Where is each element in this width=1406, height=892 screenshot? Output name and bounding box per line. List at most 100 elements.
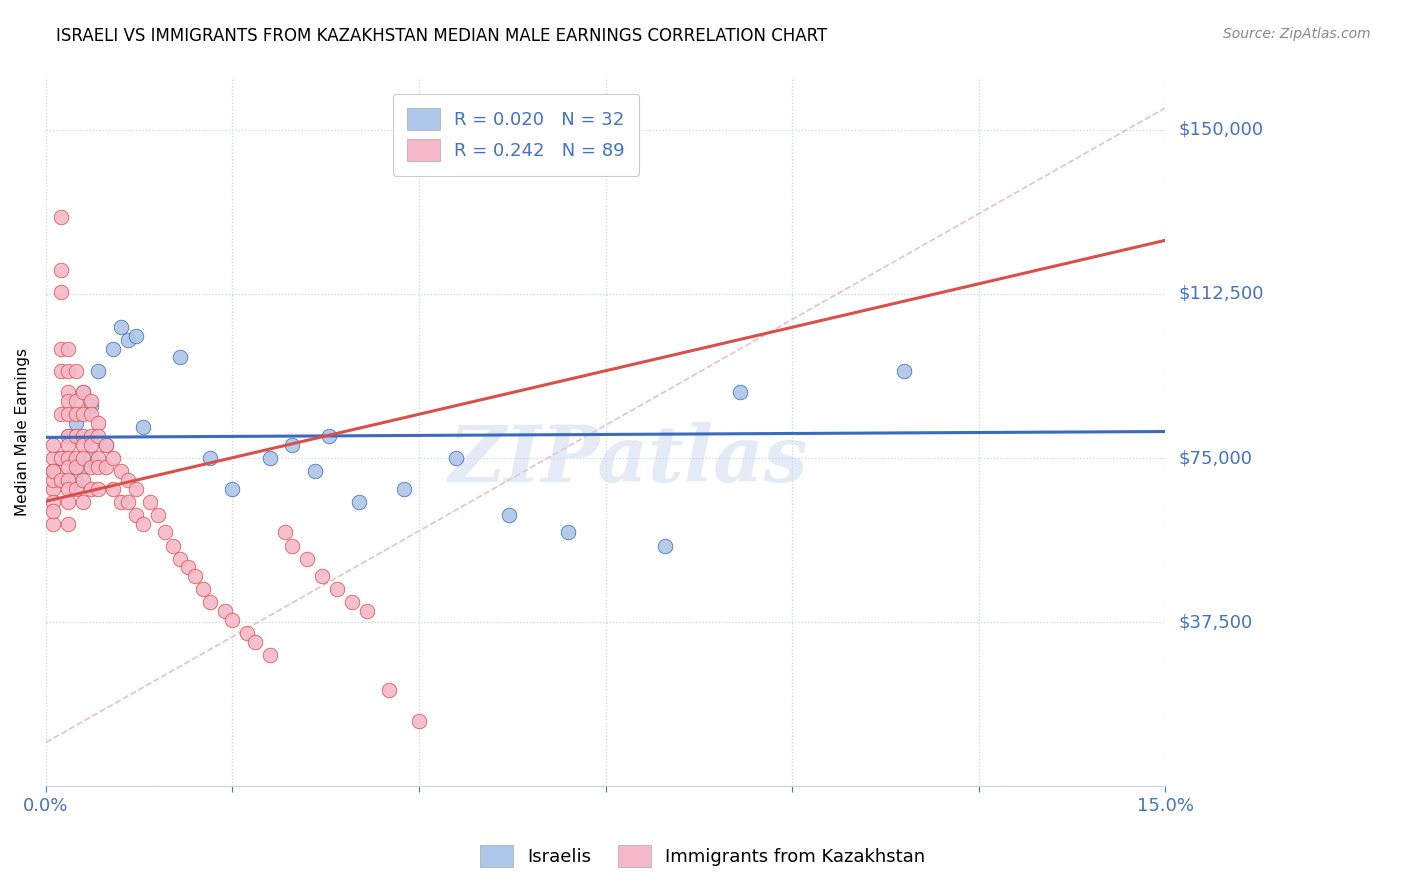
Point [169, 551, 191, 566]
Point [58, 495, 80, 509]
Point [72, 429, 94, 443]
Point [72, 385, 94, 400]
Point [124, 508, 146, 522]
Point [198, 450, 221, 465]
Point [58, 450, 80, 465]
Point [94, 438, 117, 452]
Point [58, 429, 80, 443]
Point [58, 429, 80, 443]
Point [117, 333, 139, 347]
Point [311, 569, 333, 583]
Point [155, 525, 177, 540]
Point [49, 263, 72, 277]
Point [42, 473, 65, 487]
Point [557, 525, 579, 540]
Point [65, 363, 87, 377]
Point [101, 482, 124, 496]
Text: ISRAELI VS IMMIGRANTS FROM KAZAKHSTAN MEDIAN MALE EARNINGS CORRELATION CHART: ISRAELI VS IMMIGRANTS FROM KAZAKHSTAN ME… [56, 27, 828, 45]
Text: $75,000: $75,000 [1180, 449, 1253, 467]
Point [58, 450, 80, 465]
Point [72, 495, 94, 509]
Text: $112,500: $112,500 [1180, 285, 1264, 303]
Point [49, 342, 72, 356]
Point [408, 714, 430, 728]
Point [87, 363, 110, 377]
Point [191, 582, 214, 597]
Point [49, 450, 72, 465]
Point [58, 438, 80, 452]
Point [162, 539, 184, 553]
Point [42, 482, 65, 496]
Point [58, 363, 80, 377]
Point [80, 394, 103, 409]
Point [42, 450, 65, 465]
Point [318, 429, 340, 443]
Point [101, 450, 124, 465]
Point [340, 595, 363, 609]
Point [80, 399, 103, 413]
Point [378, 682, 401, 697]
Point [58, 516, 80, 531]
Point [326, 582, 349, 597]
Point [58, 394, 80, 409]
Point [49, 407, 72, 421]
Y-axis label: Median Male Earnings: Median Male Earnings [15, 348, 30, 516]
Point [273, 525, 295, 540]
Point [65, 473, 87, 487]
Legend: Israelis, Immigrants from Kazakhstan: Israelis, Immigrants from Kazakhstan [474, 838, 932, 874]
Point [146, 508, 169, 522]
Point [80, 429, 103, 443]
Point [65, 394, 87, 409]
Point [42, 464, 65, 478]
Point [259, 450, 281, 465]
Point [58, 407, 80, 421]
Point [58, 385, 80, 400]
Point [110, 319, 132, 334]
Point [49, 211, 72, 225]
Point [281, 539, 304, 553]
Point [893, 363, 915, 377]
Point [80, 459, 103, 474]
Point [65, 416, 87, 430]
Point [87, 450, 110, 465]
Point [356, 604, 378, 618]
Point [198, 595, 221, 609]
Point [42, 516, 65, 531]
Point [72, 407, 94, 421]
Text: $150,000: $150,000 [1180, 121, 1264, 139]
Point [58, 473, 80, 487]
Point [304, 464, 326, 478]
Point [42, 464, 65, 478]
Point [72, 385, 94, 400]
Point [87, 459, 110, 474]
Point [94, 438, 117, 452]
Point [65, 459, 87, 474]
Point [42, 495, 65, 509]
Point [65, 482, 87, 496]
Point [72, 459, 94, 474]
Point [49, 363, 72, 377]
Point [49, 450, 72, 465]
Point [94, 459, 117, 474]
Point [87, 482, 110, 496]
Point [58, 342, 80, 356]
Point [184, 569, 207, 583]
Point [259, 648, 281, 662]
Point [58, 482, 80, 496]
Point [42, 464, 65, 478]
Point [42, 438, 65, 452]
Point [221, 482, 243, 496]
Point [243, 634, 266, 648]
Point [214, 604, 236, 618]
Point [117, 495, 139, 509]
Point [72, 473, 94, 487]
Point [80, 482, 103, 496]
Point [281, 438, 304, 452]
Point [42, 503, 65, 517]
Point [80, 450, 103, 465]
Point [728, 385, 751, 400]
Point [349, 495, 371, 509]
Point [65, 407, 87, 421]
Point [72, 450, 94, 465]
Point [654, 539, 676, 553]
